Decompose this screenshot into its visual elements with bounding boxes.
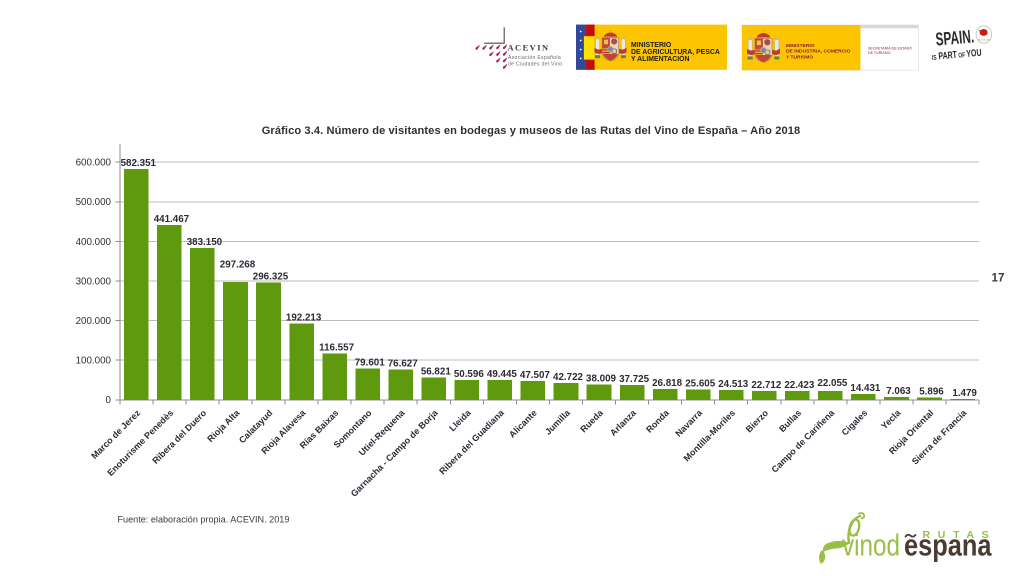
svg-text:42.722: 42.722 [553,372,584,383]
svg-text:espana: espana [904,528,992,563]
svg-text:DE AGRICULTURA, PESCA: DE AGRICULTURA, PESCA [631,49,720,56]
svg-text:vinod: vinod [842,528,900,563]
svg-text:300.000: 300.000 [76,276,112,287]
svg-text:EL SOL DE: EL SOL DE [978,40,990,42]
svg-text:7.063: 7.063 [886,386,911,397]
svg-text:RUTAS: RUTAS [923,529,997,541]
svg-text:1.479: 1.479 [952,388,977,399]
svg-text:50.596: 50.596 [454,369,485,380]
svg-text:DE INDUSTRIA, COMERCIO: DE INDUSTRIA, COMERCIO [786,49,851,55]
svg-text:400.000: 400.000 [76,237,112,248]
svg-text:116.557: 116.557 [319,343,354,354]
svg-text:24.513: 24.513 [718,379,749,390]
svg-text:22.055: 22.055 [817,378,848,389]
svg-text:MINISTERIO: MINISTERIO [631,42,672,49]
svg-text:47.507: 47.507 [520,370,551,381]
svg-text:500.000: 500.000 [76,197,112,208]
svg-text:Y ALIMENTACIÓN: Y ALIMENTACIÓN [631,54,689,63]
svg-text:SECRETARÍA DE ESTADO: SECRETARÍA DE ESTADO [868,46,912,50]
svg-text:383.150: 383.150 [187,237,223,248]
svg-text:49.445: 49.445 [487,369,518,380]
svg-text:22.423: 22.423 [784,380,815,391]
svg-text:26.818: 26.818 [652,378,683,389]
svg-text:MINISTERIO: MINISTERIO [786,43,815,49]
svg-text:441.467: 441.467 [154,214,190,225]
svg-text:37.725: 37.725 [619,374,650,385]
svg-text:582.351: 582.351 [121,158,157,169]
svg-text:56.821: 56.821 [421,366,452,377]
svg-text:de Ciudades del Vino: de Ciudades del Vino [508,62,562,68]
svg-text:Y TURISMO: Y TURISMO [786,54,813,60]
svg-text:14.431: 14.431 [850,383,881,394]
svg-text:5.896: 5.896 [919,387,944,398]
svg-text:192.213: 192.213 [286,313,322,324]
svg-text:79.601: 79.601 [355,357,386,368]
svg-text:17: 17 [992,272,1005,285]
svg-text:22.712: 22.712 [751,380,782,391]
svg-text:76.627: 76.627 [388,359,419,370]
svg-text:Asociación Española: Asociación Española [508,55,561,61]
svg-text:SPAIN.: SPAIN. [935,27,975,51]
svg-text:ACEVIN: ACEVIN [508,44,550,53]
svg-text:297.268: 297.268 [220,260,256,271]
svg-text:296.325: 296.325 [253,272,289,283]
svg-text:100.000: 100.000 [76,356,112,367]
svg-text:38.009: 38.009 [586,374,617,385]
svg-text:Gráfico 3.4. Número de visitan: Gráfico 3.4. Número de visitantes en bod… [262,125,801,137]
svg-text:IS PART OF YOU: IS PART OF YOU [931,46,982,62]
svg-text:200.000: 200.000 [76,316,112,327]
svg-text:Fuente: elaboración propia. AC: Fuente: elaboración propia. ACEVIN. 2019 [118,515,290,525]
svg-text:DE TURISMO: DE TURISMO [868,51,891,55]
svg-text:0: 0 [106,395,112,406]
svg-text:600.000: 600.000 [76,158,112,169]
svg-text:25.605: 25.605 [685,379,716,390]
